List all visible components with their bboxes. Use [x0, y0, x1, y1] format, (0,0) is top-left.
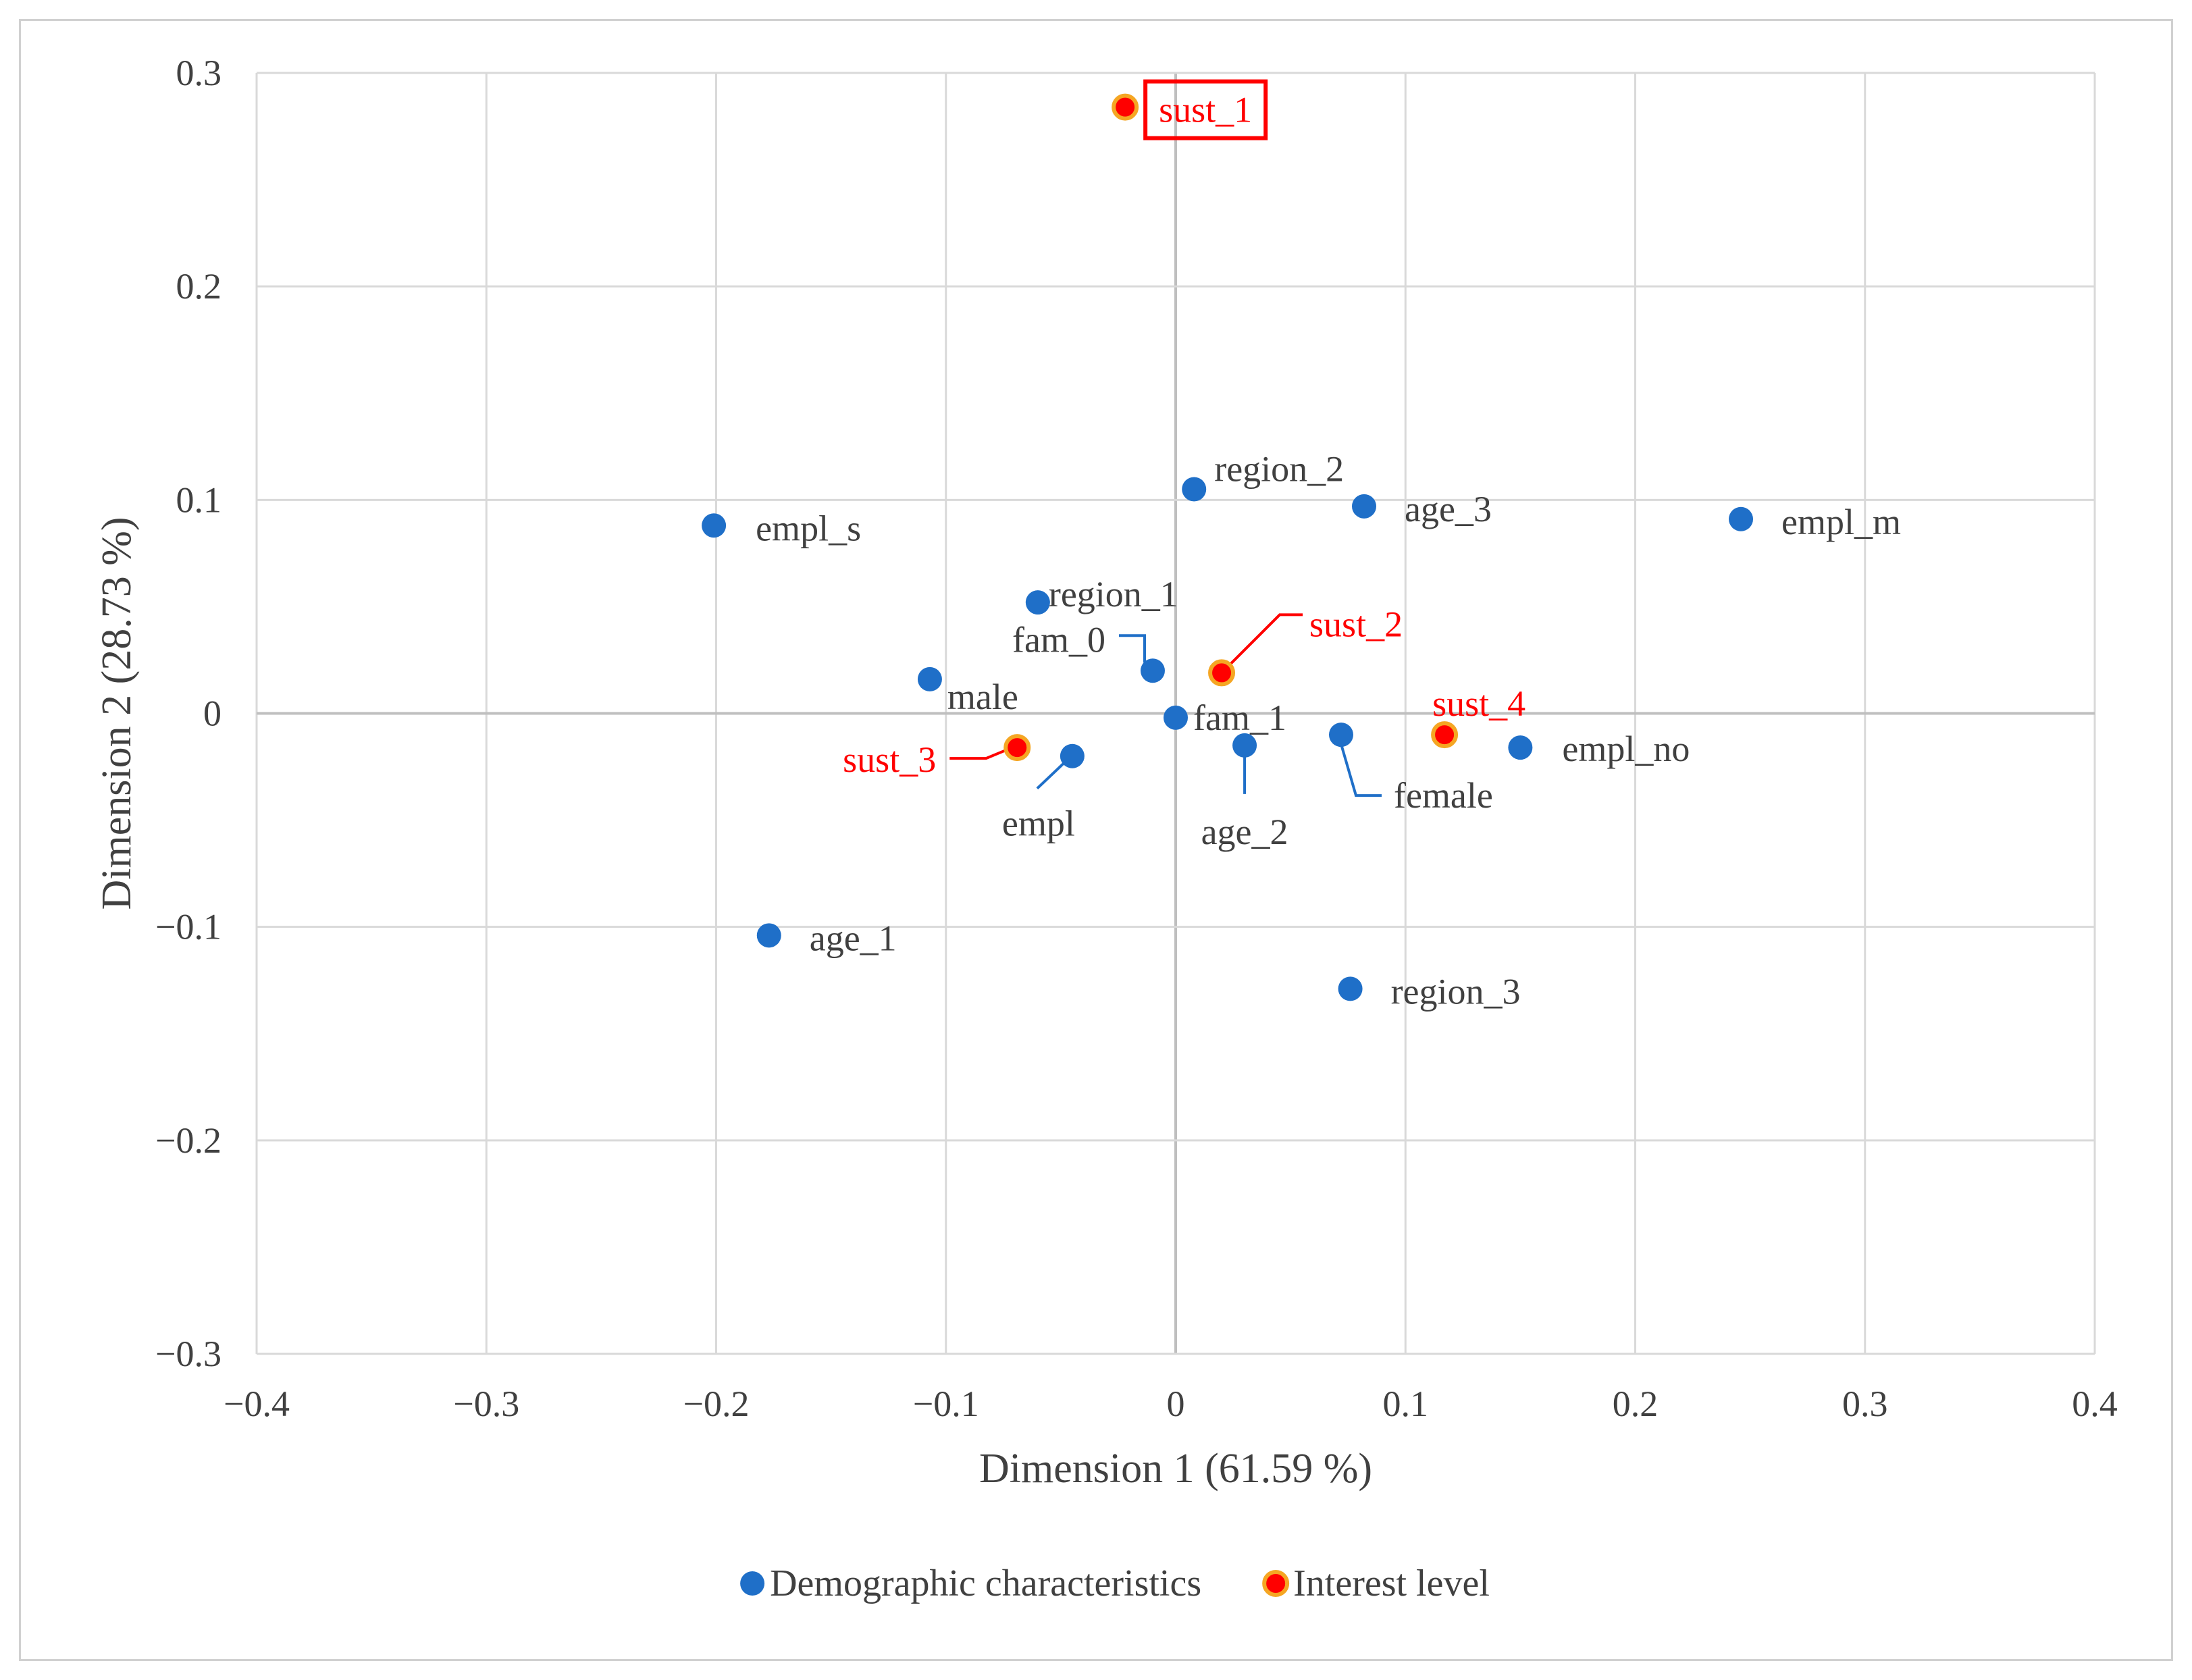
y-tick-label: −0.1 — [155, 907, 221, 947]
label-fam_1: fam_1 — [1193, 698, 1286, 738]
label-empl_m: empl_m — [1781, 502, 1901, 542]
x-tick-label: −0.2 — [683, 1384, 750, 1424]
leader-line-sust_2 — [1227, 613, 1303, 667]
y-tick-label: 0.3 — [176, 53, 222, 93]
label-region_1: region_1 — [1049, 574, 1178, 614]
x-tick-label: 0.3 — [1842, 1384, 1888, 1424]
label-empl_no: empl_no — [1562, 729, 1690, 769]
point-female — [1328, 723, 1353, 747]
point-fam_0 — [1140, 658, 1165, 683]
point-age_3 — [1352, 494, 1377, 519]
legend-item: Demographic characteristics — [740, 1563, 1201, 1604]
point-age_1 — [756, 923, 781, 948]
legend-marker — [740, 1571, 765, 1596]
point-sust_1 — [1112, 93, 1139, 121]
x-tick-label: −0.1 — [913, 1384, 979, 1424]
label-age_1: age_1 — [810, 918, 897, 958]
legend-label: Demographic characteristics — [770, 1563, 1201, 1604]
legend-label: Interest level — [1293, 1563, 1490, 1604]
label-empl: empl — [1002, 804, 1075, 844]
label-sust_3: sust_3 — [843, 739, 936, 780]
label-sust_4: sust_4 — [1432, 683, 1525, 724]
point-empl_no — [1508, 735, 1533, 760]
x-tick-label: 0.4 — [2072, 1384, 2118, 1424]
x-tick-label: 0.2 — [1613, 1384, 1659, 1424]
y-tick-label: 0.1 — [176, 479, 222, 520]
chart-frame: −0.4 −0.3 −0.2 −0.1 0 0.1 0.2 0.3 0.4 −0.3 −0.2 −0.… — [19, 19, 2173, 1661]
label-empl_s: empl_s — [756, 508, 861, 548]
y-tick-label: −0.2 — [155, 1120, 221, 1161]
leader-line-fam_0 — [1118, 634, 1146, 663]
point-sust_4 — [1431, 721, 1459, 749]
label-female: female — [1394, 775, 1493, 816]
x-tick-label: −0.3 — [453, 1384, 519, 1424]
point-male — [917, 666, 942, 691]
point-empl_m — [1729, 506, 1754, 531]
point-age_2 — [1232, 733, 1257, 758]
leader-line-sust_3 — [949, 747, 1010, 760]
point-sust_2 — [1208, 659, 1236, 687]
point-region_3 — [1338, 976, 1363, 1001]
label-region_2: region_2 — [1214, 449, 1344, 490]
label-sust_2: sust_2 — [1309, 604, 1403, 644]
legend-item: Interest level — [1262, 1563, 1490, 1604]
y-tick-label: 0.2 — [176, 266, 222, 307]
point-region_1 — [1025, 590, 1050, 615]
label-male: male — [947, 677, 1018, 717]
label-region_3: region_3 — [1391, 971, 1521, 1012]
point-empl — [1060, 743, 1085, 768]
y-tick-label: −0.3 — [155, 1334, 221, 1374]
y-tick-label: 0 — [203, 693, 221, 734]
legend-marker — [1262, 1570, 1290, 1597]
x-tick-label: −0.4 — [224, 1384, 290, 1424]
highlight-box-sust_1 — [1143, 79, 1268, 140]
point-region_2 — [1182, 477, 1207, 502]
label-fam_0: fam_0 — [1012, 619, 1105, 660]
point-sust_3 — [1003, 734, 1031, 762]
legend: Demographic characteristics Interest leve… — [740, 1563, 1490, 1604]
leader-line-female — [1340, 743, 1382, 797]
point-empl_s — [702, 513, 727, 538]
x-axis-title: Dimension 1 (61.59 %) — [979, 1446, 1372, 1492]
leader-line-empl — [1036, 762, 1066, 790]
label-age_3: age_3 — [1405, 489, 1492, 529]
x-tick-label: 0.1 — [1383, 1384, 1429, 1424]
x-tick-label: 0 — [1167, 1384, 1185, 1424]
point-fam_1 — [1164, 705, 1188, 730]
label-age_2: age_2 — [1201, 812, 1288, 852]
label-sust_1: sust_1 — [1159, 90, 1252, 130]
scatter-chart: −0.4 −0.3 −0.2 −0.1 0 0.1 0.2 0.3 0.4−0.3−0.2−0.… — [94, 53, 2118, 1604]
y-axis-title: Dimension 2 (28.73 %) — [94, 517, 140, 910]
